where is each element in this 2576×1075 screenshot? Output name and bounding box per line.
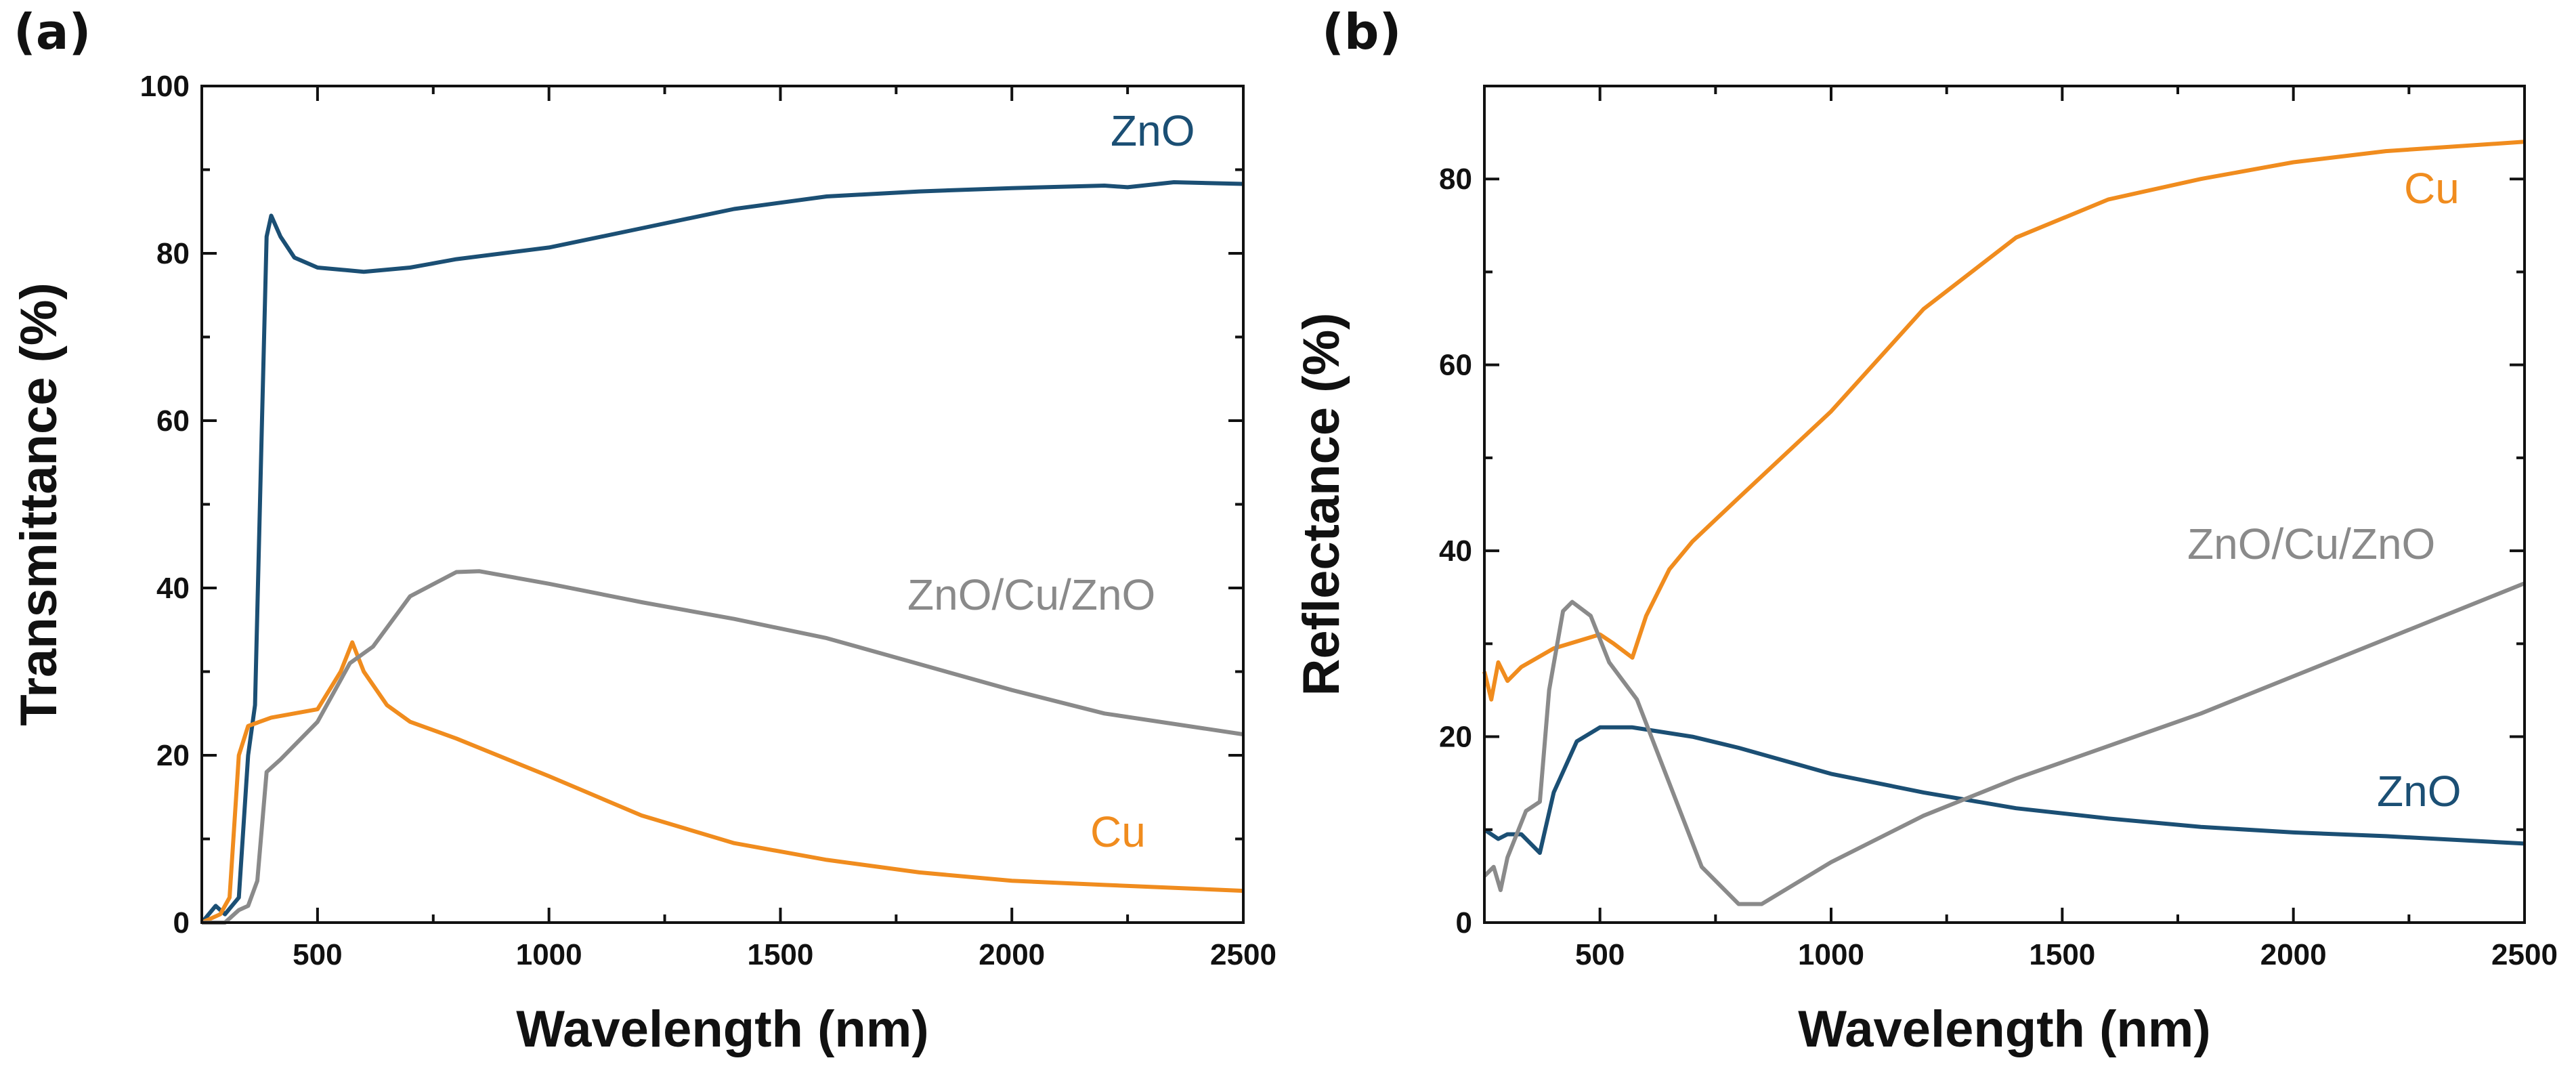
y-tick-label: 0 [1456, 906, 1472, 940]
series-line-zno [200, 180, 1244, 924]
x-axis-title: Wavelength (nm) [516, 1000, 928, 1058]
series-line-zno-cu-zno [202, 569, 1244, 925]
y-axis-title: Reflectance (%) [1293, 313, 1350, 696]
x-tick-label: 1000 [516, 938, 582, 971]
series-label: Cu [2404, 164, 2460, 213]
y-tick-label: 60 [156, 404, 190, 438]
y-tick-label: 40 [1439, 534, 1472, 568]
series-label: Cu [1090, 807, 1146, 856]
series-line-zno [1483, 725, 2525, 856]
x-tick-label: 2000 [2260, 938, 2327, 971]
x-tick-label: 2500 [2491, 938, 2558, 971]
x-axis-title: Wavelength (nm) [1798, 1000, 2210, 1058]
y-tick-label: 40 [156, 572, 190, 605]
x-tick-label: 1500 [747, 938, 813, 971]
y-tick-label: 100 [140, 70, 190, 103]
panel-label: (a) [14, 3, 91, 60]
y-tick-label: 60 [1439, 349, 1472, 382]
series-label: ZnO [2377, 767, 2461, 816]
y-axis-title: Transmittance (%) [10, 282, 68, 726]
x-tick-label: 500 [1575, 938, 1625, 971]
y-tick-label: 20 [156, 739, 190, 772]
y-tick-label: 80 [156, 237, 190, 270]
series-line-cu [200, 640, 1244, 925]
y-tick-label: 80 [1439, 163, 1472, 196]
panel-b: (b) Cu ZnO ZnO/Cu/ZnO 500 1000 1500 2000 2500 0 20… [1293, 3, 2558, 1058]
x-tick-label: 1000 [1798, 938, 1864, 971]
x-tick-label: 2000 [979, 938, 1045, 971]
x-tick-label: 500 [293, 938, 342, 971]
series-label: ZnO/Cu/ZnO [2187, 520, 2435, 568]
series-label: ZnO [1111, 106, 1195, 155]
panel-label: (b) [1322, 3, 1401, 60]
x-tick-label: 2500 [1210, 938, 1276, 971]
plot-frame [1483, 85, 2526, 924]
y-tick-label: 20 [1439, 721, 1472, 754]
series-label: ZnO/Cu/ZnO [907, 570, 1155, 619]
series-line-cu [1482, 140, 2525, 702]
series-line-zno-cu-zno [1482, 581, 2526, 906]
x-tick-label: 1500 [2029, 938, 2095, 971]
panel-a: (a) ZnO Cu ZnO/Cu/ZnO 500 1000 1500 2000 2500 0 20… [10, 3, 1276, 1058]
y-tick-label: 0 [173, 906, 190, 940]
